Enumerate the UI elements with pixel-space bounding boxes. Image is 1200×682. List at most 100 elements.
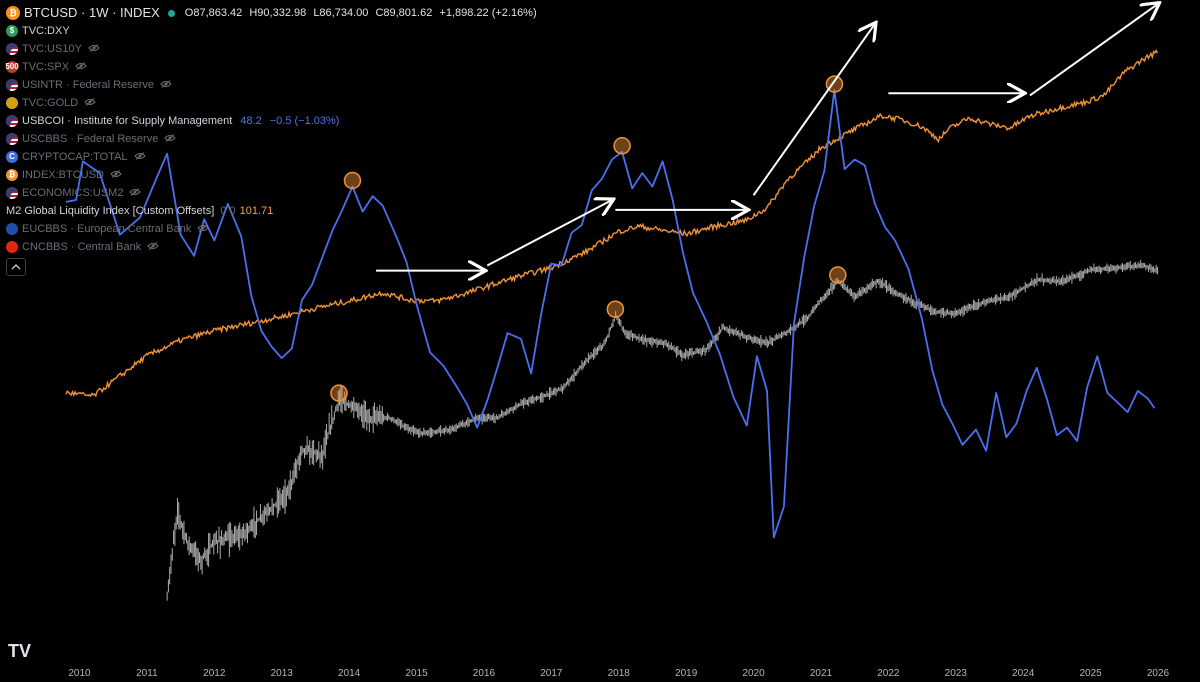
hidden-eye-icon[interactable] <box>78 94 96 112</box>
x-tick-label: 2013 <box>271 668 294 679</box>
hidden-eye-icon[interactable] <box>141 238 159 256</box>
legend-label: CRYPTOCAP:TOTAL <box>22 151 128 163</box>
legend-row[interactable]: M2 Global Liquidity Index [Custom Offset… <box>6 202 541 220</box>
legend-params: 0 0 <box>220 205 236 217</box>
trend-arrow <box>1029 4 1158 97</box>
high-value: H90,332.98 <box>249 7 307 19</box>
legend-label: USINTR · Federal Reserve <box>22 79 155 91</box>
hidden-eye-icon[interactable] <box>158 130 177 148</box>
low-value: L86,734.00 <box>313 7 369 19</box>
legend-row[interactable]: USBCOI · Institute for Supply Management… <box>6 112 541 130</box>
trend-arrow <box>752 24 875 196</box>
x-axis: 2010 2011 2012 2013 2014 2015 2016 2017 2018 2019… <box>68 668 1169 679</box>
bitcoin-icon: ₿ <box>6 169 18 181</box>
legend-row[interactable]: $ TVC:DXY <box>6 22 541 40</box>
annotations <box>330 4 1158 402</box>
legend-row[interactable]: TVC:GOLD <box>6 94 541 112</box>
open-value: O87,863.42 <box>184 7 243 19</box>
x-tick-label: 2018 <box>608 668 631 679</box>
hidden-eye-icon[interactable] <box>154 76 172 94</box>
x-tick-label: 2016 <box>473 668 496 679</box>
spx-icon: 500 <box>5 61 19 73</box>
legend-row[interactable]: 500 TVC:SPX <box>5 58 541 76</box>
hidden-eye-icon[interactable] <box>82 40 100 58</box>
peak-circle-marker <box>343 171 362 190</box>
hidden-eye-icon[interactable] <box>128 148 146 166</box>
crypto-icon: C <box>6 151 18 163</box>
legend-label: EUCBBS · European Central Bank <box>22 223 192 235</box>
legend-label: INDEX:BTCUSD <box>22 169 104 181</box>
ism-line <box>65 89 1156 539</box>
legend-value: 101.71 <box>239 205 274 217</box>
m2-line <box>65 48 1159 398</box>
legend-rows: $ TVC:DXY TVC:US10Y 500 TVC:SPX USINTR · Fede… <box>5 22 541 256</box>
trend-arrow <box>486 200 612 267</box>
x-tick-label: 2015 <box>405 668 428 679</box>
logo-text: TV <box>8 641 32 661</box>
legend-delta: −0.5 (−1.03%) <box>269 115 340 127</box>
legend-label: M2 Global Liquidity Index [Custom Offset… <box>6 205 215 217</box>
x-tick-label: 2019 <box>675 668 698 679</box>
legend-label: CNCBBS · Central Bank <box>22 241 142 253</box>
peak-circle-marker <box>829 266 847 284</box>
legend-row[interactable]: ECONOMICS:USM2 <box>6 184 541 202</box>
chevron-up-icon <box>11 264 21 270</box>
legend-label: TVC:SPX <box>22 61 70 73</box>
change-value: +1,898.22 (+2.16%) <box>439 7 537 19</box>
x-tick-label: 2010 <box>68 668 91 679</box>
collapse-legend-button[interactable] <box>6 258 26 276</box>
x-tick-label: 2020 <box>742 668 765 679</box>
legend-panel: ₿ BTCUSD · 1W · INDEX O87,863.42 H90,332… <box>5 4 541 276</box>
peak-circle-marker <box>330 384 348 402</box>
symbol-title[interactable]: BTCUSD · 1W · INDEX <box>24 5 160 20</box>
ism-series <box>65 89 1156 539</box>
bitcoin-icon: ₿ <box>6 6 20 20</box>
legend-label: USCBBS · Federal Reserve <box>22 133 159 145</box>
close-value: C89,801.62 <box>375 7 433 19</box>
main-symbol-row[interactable]: ₿ BTCUSD · 1W · INDEX O87,863.42 H90,332… <box>6 4 541 22</box>
us-flag-icon <box>6 79 18 91</box>
legend-row[interactable]: CNCBBS · Central Bank <box>6 238 541 256</box>
legend-row[interactable]: USINTR · Federal Reserve <box>6 76 541 94</box>
us-flag-icon <box>6 187 18 199</box>
peak-circle-marker <box>613 137 631 155</box>
x-tick-label: 2012 <box>203 668 226 679</box>
hidden-eye-icon[interactable] <box>191 220 210 238</box>
dollar-icon: $ <box>6 25 18 37</box>
x-tick-label: 2014 <box>338 668 361 679</box>
ohlc-values: O87,863.42 H90,332.98 L86,734.00 C89,801… <box>185 4 541 22</box>
legend-row[interactable]: USCBBS · Federal Reserve <box>6 130 541 148</box>
legend-label: USBCOI · Institute for Supply Management <box>22 115 233 127</box>
x-tick-label: 2025 <box>1079 668 1102 679</box>
hidden-eye-icon[interactable] <box>123 184 142 202</box>
x-tick-label: 2022 <box>877 668 900 679</box>
legend-label: ECONOMICS:USM2 <box>22 187 124 199</box>
cn-flag-icon <box>6 241 18 253</box>
legend-row[interactable]: C CRYPTOCAP:TOTAL <box>6 148 541 166</box>
legend-row[interactable]: EUCBBS · European Central Bank <box>6 220 541 238</box>
legend-label: TVC:GOLD <box>22 97 79 109</box>
peak-circle-marker <box>606 300 625 318</box>
legend-row[interactable]: ₿ INDEX:BTCUSD <box>6 166 541 184</box>
btc-price-series <box>166 259 1158 601</box>
x-tick-label: 2023 <box>945 668 968 679</box>
us-flag-icon <box>6 115 18 127</box>
x-tick-label: 2026 <box>1147 668 1170 679</box>
x-tick-label: 2017 <box>540 668 563 679</box>
x-tick-label: 2011 <box>136 668 158 679</box>
legend-value: 48.2 <box>240 115 262 127</box>
legend-row[interactable]: TVC:US10Y <box>6 40 541 58</box>
eu-flag-icon <box>6 223 18 235</box>
hidden-eye-icon[interactable] <box>104 166 122 184</box>
x-tick-label: 2024 <box>1012 668 1035 679</box>
x-tick-label: 2021 <box>810 668 833 679</box>
hidden-eye-icon[interactable] <box>69 58 87 76</box>
us-flag-icon <box>6 133 18 145</box>
gold-icon <box>6 97 18 109</box>
market-status-icon <box>167 9 175 17</box>
legend-label: TVC:US10Y <box>22 43 82 55</box>
tradingview-logo[interactable]: TV <box>8 641 31 662</box>
m2-liquidity-series <box>65 48 1159 398</box>
us-flag-icon <box>6 43 18 55</box>
